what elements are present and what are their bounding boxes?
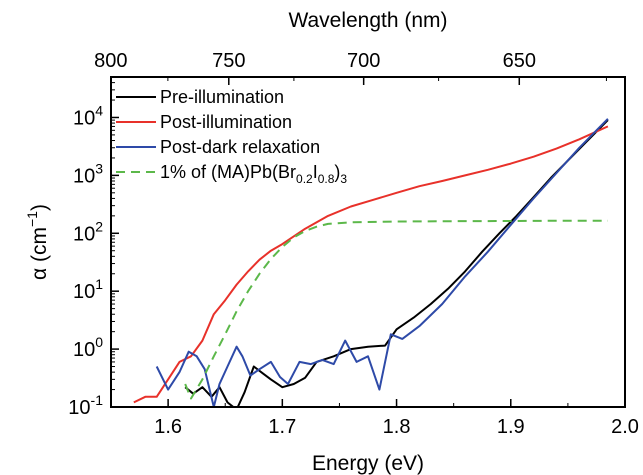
plot-frame: [110, 76, 626, 408]
top-tick-label: 800: [94, 50, 127, 72]
top-tick-label: 650: [503, 50, 536, 72]
x-axis-ticks: 1.6 1.7 1.8 1.9 2.0: [110, 399, 639, 438]
top-axis-title: Wavelength (nm): [288, 9, 447, 32]
series-line: [184, 119, 609, 407]
y-tick-label: 102: [73, 218, 103, 245]
legend-label: 1% of (MA)Pb(Br0.2I0.8)3: [160, 162, 347, 186]
y-tick-label: 10-1: [68, 392, 103, 419]
legend: Pre-illumination Post-illumination Post-da…: [116, 87, 347, 186]
legend-label: Post-illumination: [160, 112, 292, 132]
y-tick-label: 101: [73, 276, 103, 303]
series-layer: [133, 118, 609, 407]
top-tick-label: 700: [347, 50, 380, 72]
legend-label: Post-dark relaxation: [160, 137, 320, 157]
x-axis-title: Energy (eV): [312, 452, 424, 475]
legend-label: Pre-illumination: [160, 87, 284, 107]
x-tick-label: 1.6: [154, 416, 182, 438]
x-tick-label: 1.9: [497, 416, 525, 438]
series-line: [184, 219, 608, 400]
x-tick-label: 1.8: [383, 416, 411, 438]
top-tick-label: 750: [212, 50, 245, 72]
y-axis-title: α (cm−1): [24, 204, 51, 280]
y-tick-label: 104: [73, 102, 103, 129]
y-tick-label: 100: [73, 334, 103, 361]
series-line: [155, 118, 609, 407]
y-axis-ticks: 10-1 100 101 102 103 104: [68, 76, 119, 419]
x-tick-label: 1.7: [268, 416, 296, 438]
x-tick-label: 2.0: [611, 416, 639, 438]
top-axis-ticks: 800 750 700 650: [94, 50, 607, 85]
y-tick-label: 103: [73, 160, 103, 187]
